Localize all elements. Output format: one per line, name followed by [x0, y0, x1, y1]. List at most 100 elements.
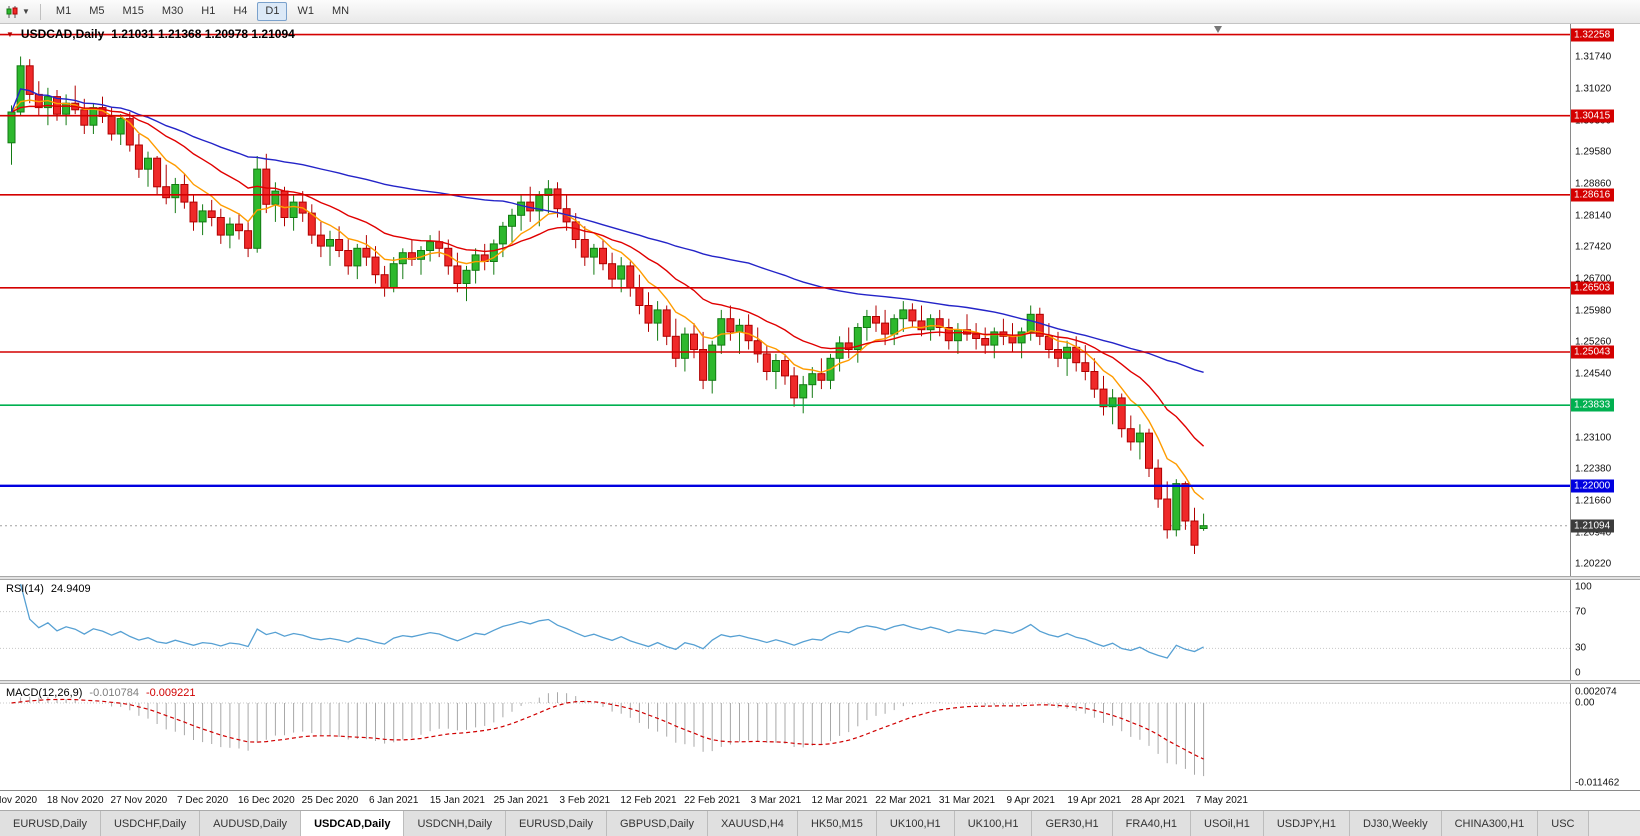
date-tick-label: 22 Feb 2021	[684, 795, 741, 806]
chart-title: ▼ USDCAD,Daily 1.21031 1.21368 1.20978 1…	[6, 27, 295, 41]
date-tick-label: 22 Mar 2021	[875, 795, 932, 806]
date-tick-label: 18 Nov 2020	[46, 795, 104, 806]
date-tick-label: 3 Mar 2021	[750, 795, 802, 806]
toolbar-separator	[39, 3, 41, 20]
chart-tab-7[interactable]: XAUUSD,H4	[707, 811, 798, 836]
chart-tab-bar: EURUSD,Daily USDCHF,Daily AUDUSD,Daily USDC…	[0, 810, 1640, 836]
chart-type-dropdown-icon[interactable]: ▼	[22, 7, 30, 16]
macd-scale[interactable]: 0.002074 0.00 -0.011462	[1570, 684, 1640, 790]
price-level-badge: 1.23833	[1571, 398, 1615, 412]
current-price-badge: 1.21094	[1571, 519, 1615, 533]
timeframe-button-h4[interactable]: H4	[233, 5, 248, 17]
price-tick-label: 1.24540	[1575, 368, 1612, 380]
date-tick-label: 9 Apr 2021	[1006, 795, 1055, 806]
timeframe-button-w1[interactable]: W1	[297, 5, 314, 17]
price-tick-label: 1.31020	[1575, 83, 1612, 95]
price-tick-label: 1.31740	[1575, 51, 1612, 63]
price-level-badge: 1.30415	[1571, 109, 1615, 123]
macd-tick-label: 0.002074	[1575, 686, 1617, 698]
price-tick-label: 1.28860	[1575, 178, 1612, 190]
price-tick-label: 1.23100	[1575, 432, 1612, 443]
chart-marker-icon: ▼	[6, 30, 14, 39]
date-tick-label: 7 May 2021	[1195, 795, 1248, 806]
macd-main-value: -0.010784	[89, 687, 139, 699]
chart-tab-1[interactable]: USDCHF,Daily	[100, 811, 201, 836]
rsi-tick-label: 0	[1575, 667, 1581, 679]
timeframe-button-m30[interactable]: M30	[161, 5, 184, 17]
price-tick-label: 1.25980	[1575, 305, 1612, 317]
time-scale[interactable]: 9 Nov 2020 18 Nov 2020 27 Nov 2020 7 Dec 20…	[0, 790, 1640, 810]
rsi-tick-label: 70	[1575, 606, 1587, 618]
chart-tab-8[interactable]: HK50,M15	[797, 811, 877, 836]
date-tick-label: 12 Mar 2021	[811, 795, 868, 806]
macd-label: MACD(12,26,9)	[6, 687, 83, 699]
price-level-badge: 1.28616	[1571, 188, 1615, 202]
chart-tab-9[interactable]: UK100,H1	[876, 811, 955, 836]
ma-mid-line	[11, 104, 1205, 447]
date-tick-label: 25 Jan 2021	[493, 795, 549, 806]
rsi-indicator-panel: 100 70 30 0 RSI(14) 24.9409	[0, 580, 1640, 680]
chart-tab-16[interactable]: CHINA300,H1	[1441, 811, 1539, 836]
date-tick-label: 3 Feb 2021	[559, 795, 611, 806]
rsi-tick-label: 100	[1575, 581, 1592, 593]
date-tick-label: 12 Feb 2021	[620, 795, 677, 806]
chart-tab-13[interactable]: USOil,H1	[1191, 811, 1264, 836]
date-tick-label: 31 Mar 2021	[938, 795, 996, 806]
chart-tab-15[interactable]: DJ30,Weekly	[1349, 811, 1442, 836]
chart-tab-6[interactable]: GBPUSD,Daily	[607, 811, 708, 836]
macd-indicator-panel: 0.002074 0.00 -0.011462 MACD(12,26,9) -0.0…	[0, 684, 1640, 790]
timeframe-button-d1[interactable]: D1	[257, 2, 288, 21]
date-tick-label: 7 Dec 2020	[177, 795, 229, 806]
price-tick-label: 1.20940	[1575, 527, 1612, 538]
price-tick-label: 1.29580	[1575, 146, 1612, 158]
date-tick-label: 25 Dec 2020	[301, 795, 359, 806]
chart-tab-2[interactable]: AUDUSD,Daily	[200, 811, 302, 836]
date-tick-label: 27 Nov 2020	[110, 795, 168, 806]
price-tick-label: 1.21660	[1575, 495, 1612, 507]
price-level-badge: 1.32258	[1571, 28, 1615, 42]
ma-slow-line	[10, 88, 1204, 373]
chart-tab-10[interactable]: UK100,H1	[954, 811, 1033, 836]
rsi-plot[interactable]	[0, 580, 1570, 680]
chart-tab-5[interactable]: EURUSD,Daily	[506, 811, 607, 836]
macd-tick-label: 0.00	[1575, 697, 1595, 709]
macd-plot[interactable]	[0, 684, 1570, 790]
chart-tab-0[interactable]: EURUSD,Daily	[0, 811, 101, 836]
date-tick-label: 9 Nov 2020	[0, 795, 38, 806]
rsi-header: RSI(14) 24.9409	[6, 583, 91, 595]
chart-tab-3[interactable]: USDCAD,Daily	[301, 811, 405, 836]
rsi-value: 24.9409	[50, 583, 91, 595]
chart-tab-11[interactable]: GER30,H1	[1032, 811, 1113, 836]
timeframe-button-m15[interactable]: M15	[122, 5, 144, 17]
date-tick-label: 28 Apr 2021	[1131, 795, 1186, 806]
date-tick-label: 19 Apr 2021	[1067, 795, 1122, 806]
chart-type-icon[interactable]	[5, 5, 20, 19]
price-tick-label: 1.26700	[1575, 273, 1612, 285]
date-tick-label: 16 Dec 2020	[237, 795, 295, 806]
timeframe-button-m1[interactable]: M1	[55, 5, 72, 17]
chart-symbol-period: USDCAD,Daily	[20, 27, 105, 41]
macd-tick-label: -0.011462	[1575, 777, 1620, 789]
chart-tab-17[interactable]: USC	[1538, 811, 1589, 836]
rsi-scale[interactable]: 100 70 30 0	[1570, 580, 1640, 680]
ma-fast-line	[10, 99, 1205, 501]
chart-ohlc-values: 1.21031 1.21368 1.20978 1.21094	[111, 27, 295, 41]
macd-signal-value: -0.009221	[145, 687, 196, 699]
panel-splitter-rsi[interactable]	[0, 576, 1640, 580]
price-tick-label: 1.20220	[1575, 558, 1612, 570]
chart-tab-12[interactable]: FRA40,H1	[1112, 811, 1192, 836]
price-scale[interactable]: 1.317401.310201.303001.295801.288601.281…	[1570, 24, 1640, 576]
price-tick-label: 1.28140	[1575, 210, 1612, 222]
timeframe-button-m5[interactable]: M5	[89, 5, 105, 17]
timeframe-button-mn[interactable]: MN	[331, 5, 350, 17]
panel-splitter-macd[interactable]	[0, 680, 1640, 684]
chart-tab-14[interactable]: USDJPY,H1	[1263, 811, 1350, 836]
price-level-badge: 1.26503	[1571, 281, 1615, 295]
price-chart-plot[interactable]	[0, 24, 1570, 576]
chart-tab-4[interactable]: USDCNH,Daily	[404, 811, 507, 836]
timeframe-button-h1[interactable]: H1	[201, 5, 216, 17]
chart-shift-marker-icon[interactable]	[1214, 26, 1222, 33]
rsi-label: RSI(14)	[6, 583, 44, 595]
timeframe-toolbar: ▼ M1 M5 M15 M30 H1 H4 D1 W1 MN	[0, 0, 1640, 24]
